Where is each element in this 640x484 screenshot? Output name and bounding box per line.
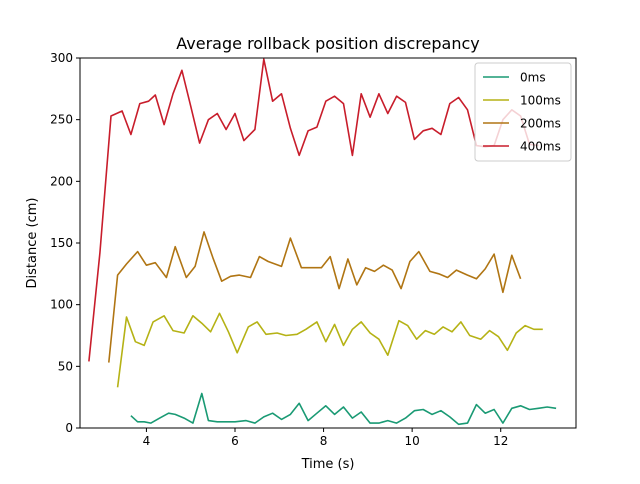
x-tick-label: 4 bbox=[143, 434, 151, 448]
series-line-0ms bbox=[130, 392, 557, 426]
y-tick-label: 100 bbox=[50, 298, 73, 312]
y-tick-label: 150 bbox=[50, 236, 73, 250]
chart-title: Average rollback position discrepancy bbox=[176, 34, 479, 53]
legend-label-200ms: 200ms bbox=[520, 117, 561, 131]
x-axis-ticks: 4 6 8 10 12 bbox=[143, 428, 508, 448]
plot-lines bbox=[88, 58, 557, 426]
y-tick-label: 50 bbox=[58, 359, 73, 373]
chart-legend: 0ms 100ms 200ms 400ms bbox=[474, 62, 572, 162]
x-tick-label: 6 bbox=[231, 434, 239, 448]
y-tick-label: 0 bbox=[65, 421, 73, 435]
legend-label-400ms: 400ms bbox=[520, 140, 561, 154]
y-tick-label: 300 bbox=[50, 51, 73, 65]
series-line-100ms bbox=[116, 312, 543, 388]
x-tick-label: 12 bbox=[493, 434, 508, 448]
series-line-400ms bbox=[88, 58, 539, 362]
y-axis-ticks: 0 50 100 150 200 250 300 bbox=[50, 51, 80, 435]
legend-label-100ms: 100ms bbox=[520, 94, 561, 108]
legend-box bbox=[474, 62, 572, 162]
y-tick-label: 250 bbox=[50, 113, 73, 127]
y-tick-label: 200 bbox=[50, 174, 73, 188]
x-tick-label: 8 bbox=[320, 434, 328, 448]
x-tick-label: 10 bbox=[405, 434, 420, 448]
y-axis-label: Distance (cm) bbox=[25, 198, 40, 289]
series-line-200ms bbox=[108, 231, 522, 363]
x-axis-label: Time (s) bbox=[301, 457, 355, 472]
legend-label-0ms: 0ms bbox=[520, 71, 546, 85]
